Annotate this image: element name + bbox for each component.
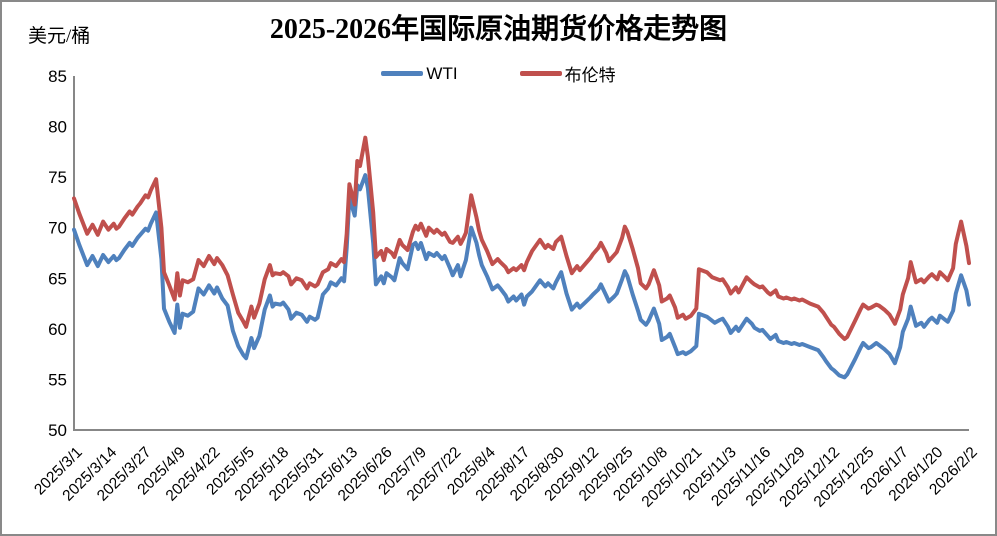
wti-legend-swatch: [381, 71, 424, 76]
legend-item-brent: 布伦特: [519, 61, 616, 86]
legend-label-brent: 布伦特: [564, 66, 616, 85]
x-axis-tick-labels: 2025/3/12025/3/142025/3/272025/4/92025/4…: [31, 444, 981, 511]
y-axis-unit-label: 美元/桶: [28, 26, 91, 47]
axes: [73, 76, 969, 431]
y-tick-label: 85: [48, 67, 67, 86]
y-tick-label: 50: [48, 421, 67, 440]
y-tick-label: 65: [48, 269, 67, 288]
legend-item-wti: WTI: [381, 63, 458, 84]
y-axis-tick-labels: 50 55 60 65 70 75 80 85: [48, 67, 67, 440]
wti-line: [72, 173, 971, 380]
y-tick-label: 55: [48, 370, 67, 389]
y-tick-label: 80: [48, 118, 67, 137]
legend-label-wti: WTI: [426, 63, 458, 83]
chart-title: 2025-2026年国际原油期货价格走势图: [269, 14, 728, 45]
legend: WTI 布伦特: [2, 61, 995, 86]
brent-line: [72, 135, 971, 341]
y-tick-label: 75: [48, 168, 67, 187]
y-tick-label: 60: [48, 320, 67, 339]
y-tick-label: 70: [48, 219, 67, 238]
brent-legend-swatch: [519, 71, 562, 76]
